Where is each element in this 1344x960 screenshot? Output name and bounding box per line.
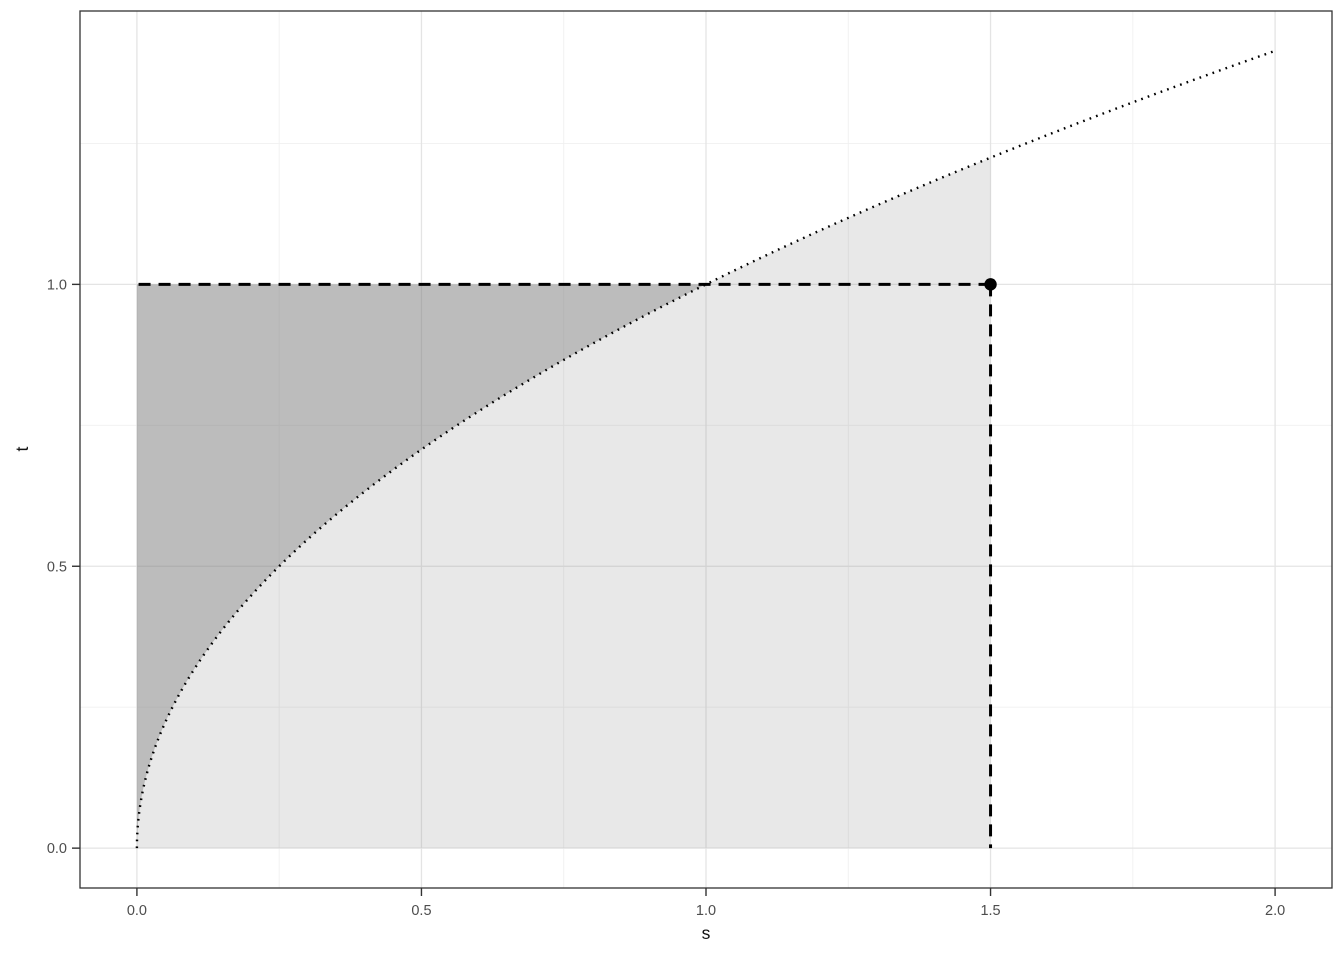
y-axis-tick-label: 0.5 — [47, 559, 67, 575]
x-axis-tick-label: 2.0 — [1265, 903, 1285, 919]
x-axis-tick-label: 1.5 — [980, 903, 1000, 919]
region-under-curve — [136, 157, 991, 849]
x-axis-tick-label: 0.0 — [127, 903, 147, 919]
x-axis-title: s — [702, 923, 711, 943]
y-axis-tick-label: 0.0 — [47, 841, 67, 857]
x-axis-tick-label: 0.5 — [411, 903, 431, 919]
shaded-regions-layer — [136, 157, 991, 849]
axes-layer: 0.0 0.5 1.0 1.5 2.0 0.0 0.5 1.0 — [47, 10, 1333, 919]
geoms-layer — [135, 49, 1276, 849]
region-between-curve-and-t1 — [136, 284, 706, 849]
x-axis-tick-label: 1.0 — [696, 903, 716, 919]
y-axis-title: t — [12, 446, 32, 451]
y-axis-tick-label: 1.0 — [47, 277, 67, 293]
point-marker — [984, 278, 997, 291]
